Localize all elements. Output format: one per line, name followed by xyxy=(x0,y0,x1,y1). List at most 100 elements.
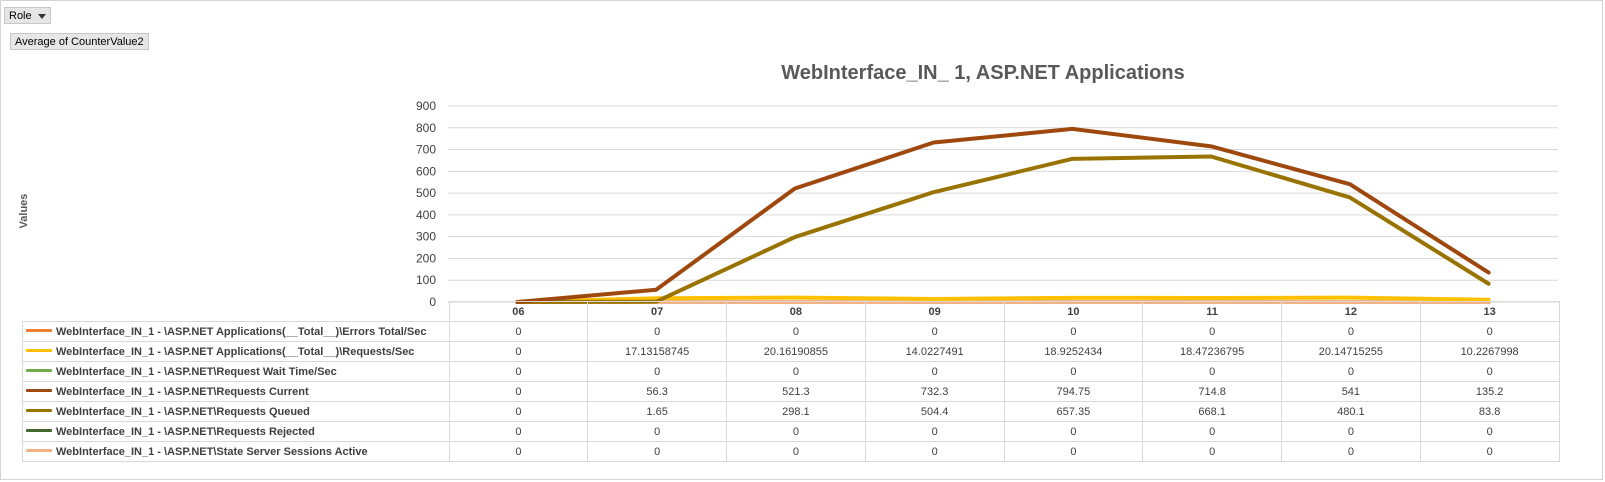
data-cell: 0 xyxy=(1281,441,1421,462)
data-cell: 541 xyxy=(1281,381,1421,402)
series-label: WebInterface_IN_1 - \ASP.NET\Request Wai… xyxy=(56,365,337,378)
series-name: WebInterface_IN_1 - \ASP.NET Application… xyxy=(22,341,450,362)
series-name: WebInterface_IN_1 - \ASP.NET\State Serve… xyxy=(22,441,450,462)
role-filter-label: Role xyxy=(9,10,32,22)
series-label: WebInterface_IN_1 - \ASP.NET Application… xyxy=(56,325,427,338)
data-cell: 732.3 xyxy=(864,381,1005,402)
data-cell: 0 xyxy=(1281,361,1421,382)
data-cell: 0 xyxy=(726,441,866,462)
legend-key-icon xyxy=(26,349,52,353)
data-cell: 0 xyxy=(726,361,866,382)
data-cell: 0 xyxy=(448,441,589,462)
data-cell: 56.3 xyxy=(587,381,727,402)
table-row: WebInterface_IN_1 - \ASP.NET\Requests Cu… xyxy=(22,381,1560,402)
series-label: WebInterface_IN_1 - \ASP.NET\Requests Cu… xyxy=(56,385,309,398)
data-cell: 0 xyxy=(448,361,589,382)
data-cell: 18.9252434 xyxy=(1003,341,1144,362)
data-cell: 0 xyxy=(1003,361,1144,382)
data-cell: 0 xyxy=(1419,321,1560,342)
y-tick-label: 700 xyxy=(416,143,436,157)
data-cell: 0 xyxy=(1003,321,1144,342)
value-field-button[interactable]: Average of CounterValue2 xyxy=(10,33,149,50)
data-cell: 0 xyxy=(587,321,727,342)
data-cell: 0 xyxy=(726,321,866,342)
chart-data-table: 06 07 08 09 10 11 12 13 WebInterface_IN_1 - \ASP… xyxy=(22,301,1560,462)
x-category-label: 06 xyxy=(448,301,589,322)
table-row: WebInterface_IN_1 - \ASP.NET Application… xyxy=(22,341,1560,362)
x-category-label: 12 xyxy=(1281,301,1421,322)
x-category-label: 07 xyxy=(587,301,727,322)
series-line xyxy=(515,154,1491,304)
data-cell: 10.2267998 xyxy=(1419,341,1560,362)
series-label: WebInterface_IN_1 - \ASP.NET\Requests Qu… xyxy=(56,405,310,418)
data-cell: 0 xyxy=(448,341,589,362)
x-category-label: 08 xyxy=(726,301,866,322)
x-category-label: 13 xyxy=(1419,301,1560,322)
y-tick-label: 900 xyxy=(416,99,436,113)
data-cell: 0 xyxy=(1142,441,1282,462)
data-cell: 0 xyxy=(448,321,589,342)
series-name: WebInterface_IN_1 - \ASP.NET Application… xyxy=(22,321,450,342)
x-category-label: 09 xyxy=(864,301,1005,322)
dropdown-arrow-icon xyxy=(37,13,46,19)
data-cell: 135.2 xyxy=(1419,381,1560,402)
legend-key-icon xyxy=(26,369,52,373)
data-cell: 20.16190855 xyxy=(726,341,866,362)
y-tick-label: 800 xyxy=(416,121,436,135)
data-cell: 298.1 xyxy=(726,401,866,422)
y-tick-label: 300 xyxy=(416,230,436,244)
chart-title: WebInterface_IN_ 1, ASP.NET Applications xyxy=(781,62,1185,84)
data-cell: 714.8 xyxy=(1142,381,1282,402)
role-filter-button[interactable]: Role xyxy=(4,7,51,24)
data-cell: 0 xyxy=(864,441,1005,462)
legend-key-icon xyxy=(26,389,52,393)
data-cell: 504.4 xyxy=(864,401,1005,422)
legend-key-icon xyxy=(26,409,52,413)
data-cell: 0 xyxy=(1419,361,1560,382)
data-cell: 0 xyxy=(864,421,1005,442)
data-cell: 0 xyxy=(1419,441,1560,462)
data-cell: 0 xyxy=(587,421,727,442)
table-row: WebInterface_IN_1 - \ASP.NET Application… xyxy=(22,321,1560,342)
data-cell: 0 xyxy=(726,421,866,442)
data-cell: 0 xyxy=(1003,421,1144,442)
table-row: WebInterface_IN_1 - \ASP.NET\Requests Qu… xyxy=(22,401,1560,422)
data-cell: 0 xyxy=(448,421,589,442)
data-cell: 18.47236795 xyxy=(1142,341,1282,362)
y-tick-label: 0 xyxy=(429,295,436,309)
y-tick-label: 100 xyxy=(416,273,436,287)
data-cell: 0 xyxy=(1419,421,1560,442)
series-line xyxy=(515,126,1491,304)
table-corner xyxy=(23,302,450,322)
data-cell: 0 xyxy=(1281,321,1421,342)
series-label: WebInterface_IN_1 - \ASP.NET\Requests Re… xyxy=(56,425,315,438)
series-name: WebInterface_IN_1 - \ASP.NET\Requests Re… xyxy=(22,421,450,442)
data-cell: 0 xyxy=(587,361,727,382)
data-cell: 0 xyxy=(448,381,589,402)
data-cell: 17.13158745 xyxy=(587,341,727,362)
x-category-label: 11 xyxy=(1142,301,1282,322)
data-cell: 794.75 xyxy=(1003,381,1144,402)
data-cell: 0 xyxy=(1281,421,1421,442)
data-cell: 0 xyxy=(864,361,1005,382)
table-row: WebInterface_IN_1 - \ASP.NET\Request Wai… xyxy=(22,361,1560,382)
series-label: WebInterface_IN_1 - \ASP.NET Application… xyxy=(56,345,415,358)
data-cell: 0 xyxy=(448,401,589,422)
data-cell: 83.8 xyxy=(1419,401,1560,422)
series-name: WebInterface_IN_1 - \ASP.NET\Requests Qu… xyxy=(22,401,450,422)
value-field-label: Average of CounterValue2 xyxy=(15,36,144,48)
series-label: WebInterface_IN_1 - \ASP.NET\State Serve… xyxy=(56,445,368,458)
table-row: WebInterface_IN_1 - \ASP.NET\State Serve… xyxy=(22,441,1560,462)
data-cell: 14.0227491 xyxy=(864,341,1005,362)
data-cell: 521.3 xyxy=(726,381,866,402)
table-row: WebInterface_IN_1 - \ASP.NET\Requests Re… xyxy=(22,421,1560,442)
data-cell: 0 xyxy=(864,321,1005,342)
data-cell: 480.1 xyxy=(1281,401,1421,422)
data-cell: 0 xyxy=(1142,361,1282,382)
series-name: WebInterface_IN_1 - \ASP.NET\Request Wai… xyxy=(22,361,450,382)
data-cell: 0 xyxy=(1003,441,1144,462)
data-cell: 657.35 xyxy=(1003,401,1144,422)
data-cell: 0 xyxy=(587,441,727,462)
x-category-label: 10 xyxy=(1003,301,1144,322)
